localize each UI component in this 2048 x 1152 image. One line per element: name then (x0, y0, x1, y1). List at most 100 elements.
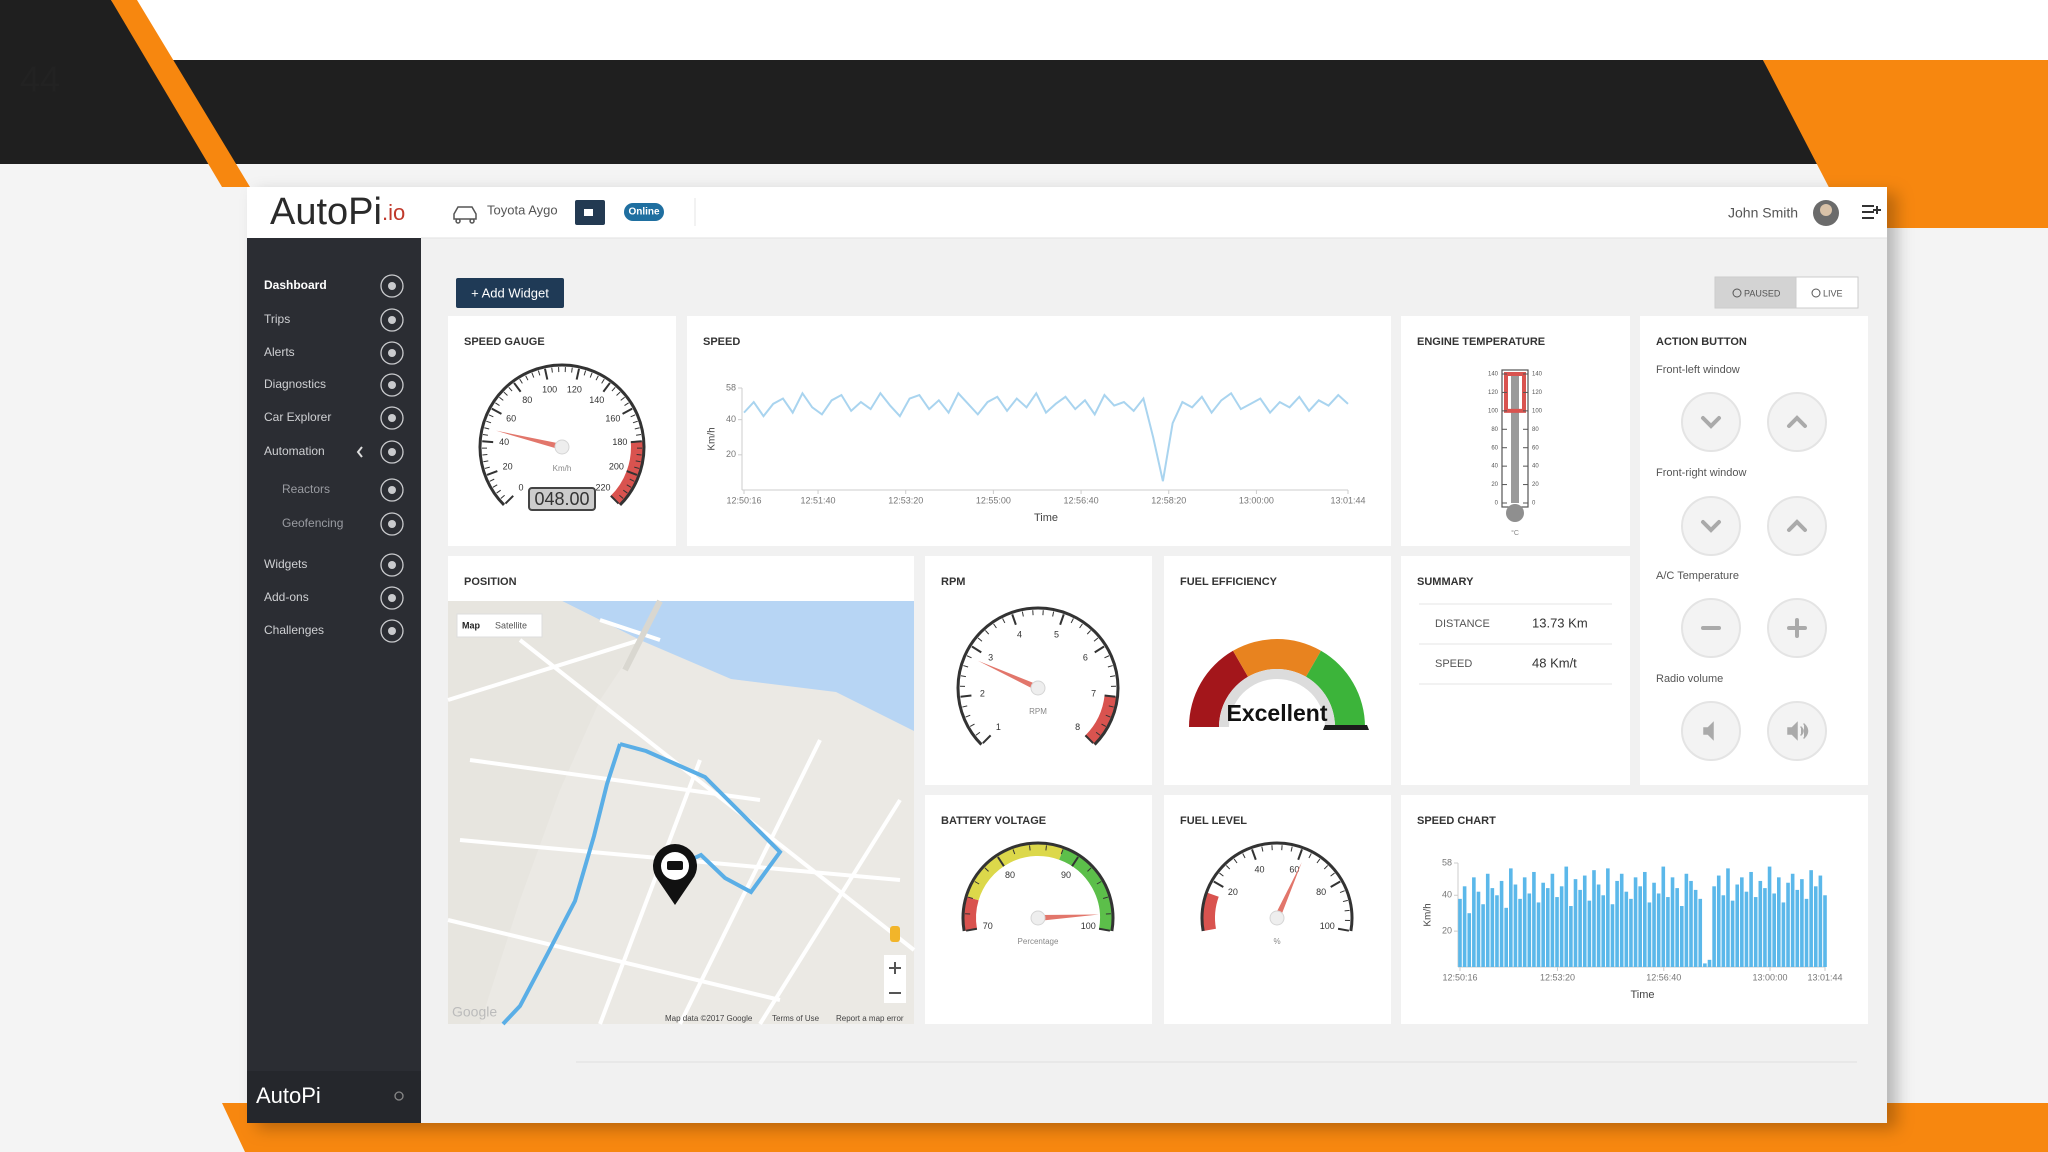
thermo-unit: °C (1511, 529, 1519, 537)
gauge-minor-tick (1323, 865, 1329, 870)
bar (1564, 866, 1569, 967)
gauge-tick-label: 60 (506, 414, 516, 424)
action-button[interactable] (1681, 392, 1741, 452)
action-button[interactable] (1767, 496, 1827, 556)
x-tick-label: 12:58:20 (1151, 495, 1186, 505)
gauge-tick (965, 927, 978, 932)
gauge-tick-label: 200 (609, 462, 624, 472)
zoom-in[interactable] (889, 962, 901, 974)
gauge-tick-label: 7 (1091, 689, 1096, 699)
menu-item[interactable]: Geofencing (282, 516, 343, 530)
gauge-tick (1251, 849, 1257, 861)
gauge-minor-tick (496, 489, 501, 494)
gauge-band (1085, 695, 1117, 744)
bar (1592, 870, 1596, 967)
paused-button[interactable] (1714, 276, 1797, 309)
gauge-tick-label: 100 (1081, 921, 1096, 931)
menu-item[interactable]: Automation (264, 444, 325, 458)
gauge-tick-label: 2 (980, 689, 985, 699)
bar (1527, 893, 1532, 967)
gauge-minor-tick (492, 484, 498, 488)
gauge-minor-tick (1290, 846, 1293, 852)
gauge-minor-tick (486, 420, 492, 424)
bar (1795, 889, 1800, 967)
menu-icon-glyph (388, 282, 396, 290)
bar (1518, 898, 1522, 967)
map-report[interactable]: Report a map error (836, 1014, 904, 1023)
x-axis-label: Time (1630, 989, 1654, 1001)
gauge-tick (1297, 849, 1303, 861)
bar (1569, 906, 1573, 967)
user-name: John Smith (1728, 205, 1798, 221)
paused-icon (1732, 288, 1742, 298)
menu-item[interactable]: Reactors (282, 482, 330, 496)
gauge-tick-label: 20 (1228, 887, 1238, 897)
menu-item[interactable]: Alerts (264, 345, 295, 359)
menu-icon (380, 586, 404, 610)
logo-suffix: .io (382, 200, 405, 225)
widget-title: POSITION (464, 576, 517, 588)
menu-icon (380, 308, 404, 332)
menu-item[interactable]: Diagnostics (264, 377, 326, 391)
bar (1638, 886, 1642, 967)
menu-icon[interactable] (1862, 205, 1881, 219)
menu-item[interactable]: Widgets (264, 557, 307, 571)
gauge-tick (610, 495, 620, 505)
gauge-minor-tick (984, 867, 989, 872)
gauge-tick-label: 3 (988, 653, 993, 663)
thermo-label-left: 80 (1491, 427, 1498, 433)
submenu-chevron (356, 446, 363, 458)
action-button[interactable] (1681, 496, 1741, 556)
gauge-readout-value: 048.00 (534, 489, 589, 509)
gauge-tick-label: 60 (1289, 864, 1299, 874)
bar (1522, 877, 1527, 967)
map-terms[interactable]: Terms of Use (772, 1014, 820, 1023)
menu-item[interactable]: Car Explorer (264, 410, 331, 424)
summary-label: SPEED (1435, 658, 1472, 670)
car-icon (453, 206, 477, 224)
live-label: LIVE (1823, 288, 1843, 298)
add-widget-button[interactable] (456, 278, 564, 308)
menu-icon (380, 512, 404, 536)
y-tick-label: 40 (1442, 890, 1452, 900)
gauge-minor-tick (1029, 845, 1031, 851)
widget-title: SPEED (703, 336, 740, 348)
map-type-map[interactable]: Map (462, 620, 481, 630)
menu-item[interactable]: Challenges (264, 623, 324, 637)
action-button[interactable] (1767, 392, 1827, 452)
gauge-minor-tick (960, 675, 966, 678)
x-tick-label: 12:53:20 (1540, 972, 1575, 982)
bar (1776, 877, 1781, 967)
x-tick-label: 13:01:44 (1807, 972, 1842, 982)
bar (1781, 902, 1786, 967)
menu-item[interactable]: Dashboard (264, 278, 327, 292)
thermo-label-right: 20 (1532, 482, 1539, 488)
pegman[interactable] (890, 926, 900, 942)
bar (1758, 880, 1763, 967)
widget-card (925, 556, 1152, 785)
thermo-label-right: 40 (1532, 464, 1539, 470)
gauge-minor-tick (985, 630, 990, 635)
gauge-tick (1059, 614, 1065, 626)
gauge-minor-tick (1261, 846, 1264, 852)
live-button[interactable] (1795, 276, 1859, 309)
sidebar-toggle[interactable] (394, 1091, 404, 1101)
rating-label: Excellent (1227, 700, 1328, 726)
top-strip (0, 0, 2048, 60)
gauge-tick (1098, 927, 1111, 932)
menu-item[interactable]: Trips (264, 312, 290, 326)
gauge-needle (1274, 862, 1302, 920)
bar (1656, 893, 1661, 967)
page-number: 44 (20, 59, 60, 100)
menu-item[interactable]: Add-ons (264, 590, 309, 604)
gauge-minor-tick (1102, 896, 1109, 899)
gauge-minor-tick (1105, 714, 1111, 718)
map-type-satellite[interactable]: Satellite (495, 620, 527, 630)
bar (1647, 902, 1652, 967)
bar (1809, 870, 1813, 967)
bar (1495, 895, 1499, 967)
gauge-needle (1037, 914, 1099, 921)
gauge-tick (982, 734, 992, 744)
gauge-tick (1337, 927, 1350, 932)
widget-card (687, 316, 1391, 546)
